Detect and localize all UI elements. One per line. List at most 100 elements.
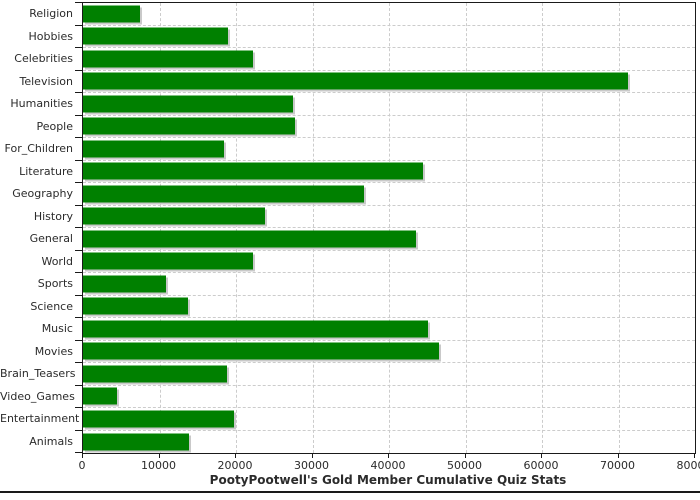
y-axis-tick (75, 70, 82, 71)
y-axis-tick (75, 250, 82, 251)
bar-literature (83, 162, 424, 180)
y-axis-tick (75, 407, 82, 408)
bar-animals (83, 433, 189, 451)
y-axis-tick (75, 92, 82, 93)
category-row (83, 93, 695, 116)
x-axis-tick-label: 40000 (370, 459, 406, 472)
bar-music (83, 320, 428, 338)
category-row (83, 431, 695, 454)
y-axis-tick (75, 115, 82, 116)
y-axis-tick (75, 47, 82, 48)
bar-hobbies (83, 27, 228, 45)
y-axis-label-celebrities: Celebrities (14, 52, 73, 66)
y-axis-label-entertainment: Entertainment (0, 412, 80, 426)
bar-general (83, 230, 416, 248)
y-axis-tick (75, 272, 82, 273)
bar-geography (83, 185, 364, 203)
y-axis-label-geography: Geography (12, 187, 73, 201)
y-axis-label-history: History (33, 209, 73, 223)
category-row (83, 26, 695, 48)
x-axis-tick (617, 453, 619, 458)
y-axis-label-movies: Movies (34, 344, 73, 358)
y-axis-label-sports: Sports (37, 277, 73, 291)
y-axis-tick (75, 295, 82, 296)
x-axis-tick-label: 50000 (447, 459, 482, 472)
category-row (83, 341, 695, 363)
vertical-gridline (389, 3, 390, 453)
bar-television (83, 72, 629, 90)
y-axis-tick (75, 385, 82, 386)
bottom-frame-line (0, 491, 700, 493)
category-row (83, 408, 695, 431)
y-axis-tick (75, 205, 82, 206)
y-axis-label-video_games: Video_Games (0, 389, 75, 403)
x-axis-tick-label: 70000 (600, 459, 635, 472)
y-axis-label-religion: Religion (29, 7, 73, 21)
y-axis-tick (75, 2, 82, 3)
category-row (83, 296, 695, 318)
bar-entertainment (83, 410, 234, 428)
vertical-gridline (465, 3, 467, 453)
bar-religion (83, 5, 140, 23)
y-axis-label-humanities: Humanities (10, 97, 73, 111)
category-row (83, 318, 695, 341)
category-row (83, 228, 695, 251)
vertical-gridline (618, 3, 620, 453)
category-row (83, 138, 695, 161)
x-axis-tick (311, 453, 313, 458)
category-row (83, 161, 695, 183)
x-axis-tick-label: 20000 (217, 459, 253, 472)
category-row (83, 386, 695, 408)
x-axis-tick-label: 10000 (141, 459, 176, 472)
bar-people (83, 117, 295, 135)
y-axis-tick (75, 317, 82, 318)
x-axis-tick (541, 453, 542, 458)
bar-movies (83, 342, 439, 360)
bar-world (83, 252, 253, 270)
category-row (83, 3, 695, 26)
y-axis-label-general: General (29, 232, 73, 246)
x-axis-tick (464, 453, 466, 458)
y-axis-tick (75, 137, 82, 138)
chart-title: PootyPootwell's Gold Member Cumulative Q… (209, 473, 567, 487)
bar-brain_teasers (83, 365, 227, 383)
x-axis-tick (235, 453, 236, 458)
bar-humanities (83, 95, 293, 113)
y-axis-label-hobbies: Hobbies (28, 29, 73, 43)
y-axis-tick (75, 182, 82, 183)
vertical-gridline (542, 3, 543, 453)
x-axis-tick-label: 60000 (523, 459, 559, 472)
bar-history (83, 207, 266, 225)
bar-celebrities (83, 50, 253, 68)
category-row (83, 183, 695, 206)
y-axis-tick (75, 362, 82, 363)
y-axis-label-television: Television (19, 74, 74, 88)
category-row (83, 363, 695, 386)
category-row (83, 48, 695, 71)
y-axis-tick (75, 430, 82, 431)
y-axis-label-for_children: For_Children (4, 142, 73, 156)
bar-sports (83, 275, 167, 293)
vertical-gridline (312, 3, 314, 453)
plot-area (82, 2, 696, 454)
x-axis-tick-label: 0 (78, 459, 86, 472)
x-axis-tick (82, 453, 83, 458)
category-row (83, 116, 695, 138)
y-axis-tick (75, 160, 82, 161)
x-axis-tick-label: 80000 (676, 459, 700, 472)
y-axis-tick (75, 227, 82, 228)
category-row (83, 206, 695, 228)
bar-for_children (83, 140, 224, 158)
vertical-gridline (236, 3, 237, 453)
y-axis-label-world: World (41, 254, 73, 268)
y-axis-label-animals: Animals (29, 434, 73, 448)
x-axis-tick (388, 453, 389, 458)
bar-science (83, 297, 188, 315)
y-axis-tick (75, 340, 82, 341)
y-axis-label-literature: Literature (19, 164, 73, 178)
x-axis-tick (158, 453, 160, 458)
y-axis-tick (75, 25, 82, 26)
bar-video_games (83, 387, 118, 405)
category-row (83, 251, 695, 273)
